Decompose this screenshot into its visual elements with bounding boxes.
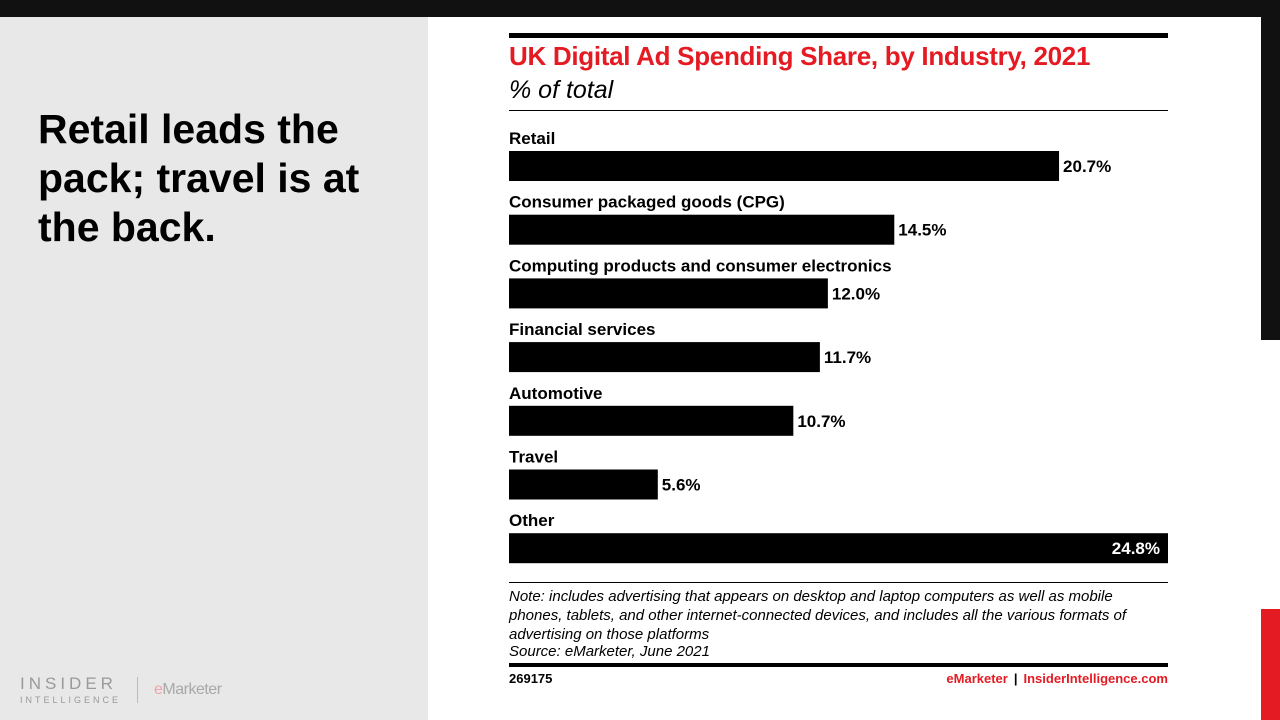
brand-emarketer-e: e <box>154 681 163 698</box>
brand-emarketer-rest: Marketer <box>162 681 222 698</box>
chart-subtitle: % of total <box>509 76 614 104</box>
value-label: 11.7% <box>824 348 871 367</box>
chart-note: Note: includes advertising that appears … <box>509 588 1127 643</box>
category-label: Retail <box>509 129 555 148</box>
slide-headline: Retail leads the pack; travel is at the … <box>38 106 360 250</box>
left-panel <box>0 17 428 720</box>
bar <box>509 469 658 500</box>
bar <box>509 342 820 373</box>
category-label: Automotive <box>509 384 603 403</box>
value-label: 14.5% <box>898 221 946 240</box>
bar-chart: Retail 20.7% Consumer packaged goods (CPG)… <box>509 129 1168 564</box>
category-label: Financial services <box>509 320 655 339</box>
footer-separator: | <box>1013 671 1018 686</box>
value-label: 12.0% <box>832 284 880 303</box>
category-label: Other <box>509 511 555 530</box>
top-bar <box>0 0 1280 17</box>
brand-divider <box>137 677 138 703</box>
right-strip-dark <box>1261 17 1280 340</box>
chart-id: 269175 <box>509 671 553 686</box>
category-label: Travel <box>509 448 558 467</box>
chart-header-rule <box>509 110 1168 111</box>
footer-emarketer: eMarketer <box>946 671 1008 686</box>
card-top-rule <box>509 33 1168 38</box>
bar <box>509 533 1168 564</box>
bar <box>509 214 895 245</box>
value-label: 24.8% <box>1112 539 1160 558</box>
brand-emarketer: eMarketer <box>154 681 222 699</box>
footer-site: InsiderIntelligence.com <box>1023 671 1169 686</box>
card-bottom-rule <box>509 663 1168 667</box>
value-label: 10.7% <box>797 412 845 431</box>
bar <box>509 151 1060 181</box>
bar <box>509 405 794 436</box>
brand-intelligence-text: INTELLIGENCE <box>20 695 122 705</box>
category-label: Consumer packaged goods (CPG) <box>509 193 785 212</box>
value-label: 5.6% <box>662 476 701 495</box>
brand-insider-text: INSIDER <box>20 674 117 693</box>
chart-footer-rule <box>509 582 1168 583</box>
value-label: 20.7% <box>1063 157 1111 176</box>
chart-title: UK Digital Ad Spending Share, by Industr… <box>509 41 1091 71</box>
footer-credits: eMarketer | InsiderIntelligence.com <box>946 671 1168 686</box>
chart-source: Source: eMarketer, June 2021 <box>509 643 710 660</box>
category-label: Computing products and consumer electron… <box>509 256 892 275</box>
right-strip-red <box>1261 609 1280 720</box>
bar <box>509 278 828 309</box>
